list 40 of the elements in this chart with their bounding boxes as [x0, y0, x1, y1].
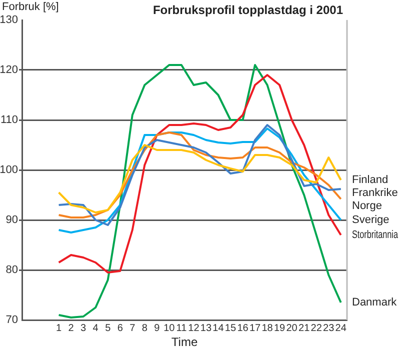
x-tick-label: 17: [249, 322, 262, 334]
series-label: Frankrike: [352, 187, 398, 200]
y-axis-title: Forbruk [%]: [2, 1, 59, 13]
x-tick-label: 12: [188, 322, 200, 334]
x-tick-label: 11: [176, 322, 188, 334]
x-tick-label: 23: [323, 322, 335, 334]
x-tick-label: 13: [200, 322, 212, 334]
x-tick-label: 18: [262, 322, 274, 334]
x-tick-label: 7: [130, 322, 136, 334]
series-label: Sverige: [352, 214, 390, 226]
chart-title: Forbruksprofil topplastdag i 2001: [152, 3, 344, 17]
x-axis-title: Time: [171, 335, 198, 349]
x-tick-label: 15: [224, 322, 236, 334]
x-tick-label: 5: [105, 322, 112, 334]
x-tick-label: 6: [117, 322, 124, 334]
x-tick-label: 19: [274, 322, 286, 334]
series-label: Finland: [352, 174, 388, 186]
y-tick-label: 100: [0, 164, 18, 176]
x-tick-label: 24: [335, 322, 347, 334]
x-tick-label: 20: [286, 322, 298, 334]
x-tick-label: 16: [237, 322, 249, 334]
y-tick-label: 70: [6, 314, 18, 326]
y-tick-label: 80: [6, 264, 18, 276]
x-tick-label: 4: [92, 322, 99, 334]
y-tick-label: 90: [6, 214, 18, 226]
x-tick-label: 8: [142, 322, 148, 334]
x-tick-label: 9: [154, 322, 160, 334]
x-tick-label: 21: [298, 322, 310, 334]
x-tick-label: 2: [68, 322, 74, 334]
x-tick-label: 14: [212, 322, 224, 334]
x-tick-label: 10: [164, 322, 176, 334]
x-tick-label: 1: [56, 322, 62, 334]
y-tick-label: 110: [0, 114, 18, 126]
series-label: Storbritannia: [352, 228, 398, 242]
series-label: Danmark: [352, 296, 398, 309]
x-tick-label: 3: [80, 322, 87, 334]
y-tick-label: 130: [0, 14, 18, 26]
x-tick-label: 22: [310, 322, 322, 334]
series-label: Norge: [352, 200, 382, 212]
y-tick-label: 120: [0, 64, 18, 76]
